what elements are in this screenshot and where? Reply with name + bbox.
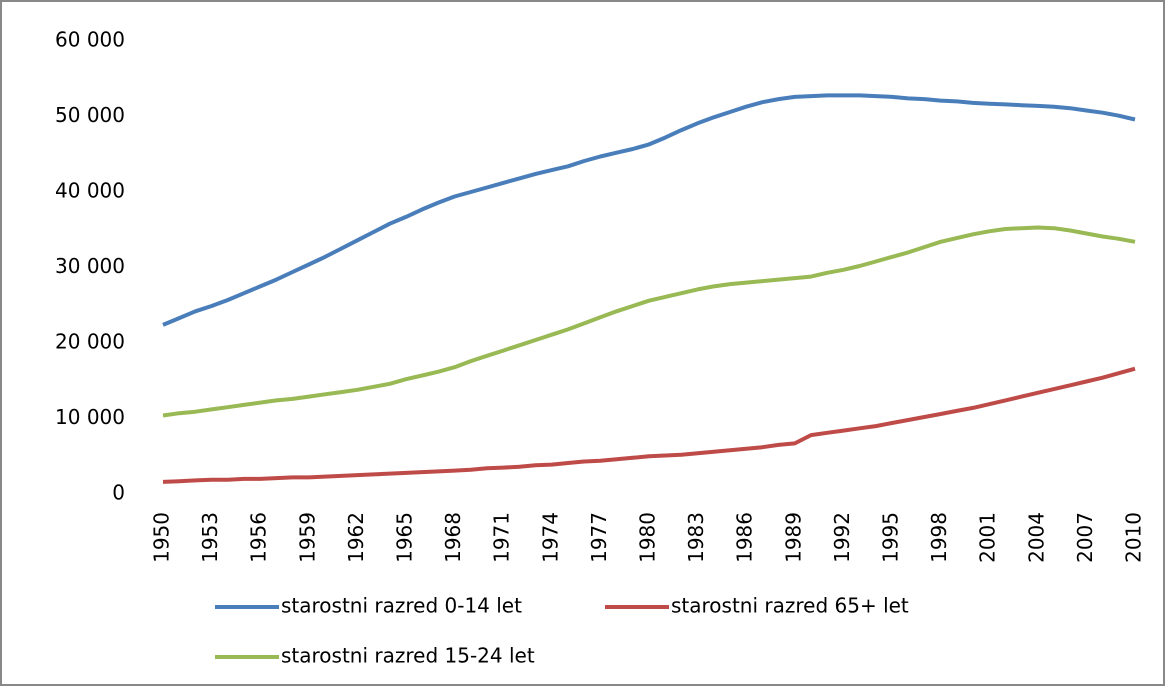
x-tick-label: 1989 [781,512,805,563]
x-tick-label: 1950 [150,512,174,563]
series-line [162,93,1136,327]
y-tick-label: 60 000 [55,28,125,52]
x-tick-label: 1965 [393,512,417,563]
series-line [162,225,1136,418]
legend-label: starostni razred 15-24 let [281,644,535,668]
x-tick-label: 2007 [1073,512,1097,563]
x-tick-label: 1995 [879,512,903,563]
x-tick-label: 1998 [927,512,951,563]
x-tick-label: 1992 [830,512,854,563]
legend-label: starostni razred 65+ let [671,594,909,618]
y-tick-label: 0 [112,481,125,505]
y-tick-label: 20 000 [55,330,125,354]
x-tick-label: 1983 [684,512,708,563]
y-tick-label: 50 000 [55,103,125,127]
x-tick-label: 1980 [636,512,660,563]
x-tick-label: 1971 [490,512,514,563]
y-tick-label: 40 000 [55,179,125,203]
x-tick-label: 1956 [247,512,271,563]
x-tick-label: 2001 [976,512,1000,563]
x-tick-label: 1953 [198,512,222,563]
y-tick-label: 30 000 [55,254,125,278]
x-tick-label: 1977 [587,512,611,563]
x-tick-label: 1959 [295,512,319,563]
y-tick-label: 10 000 [55,405,125,429]
legend-label: starostni razred 0-14 let [281,594,522,618]
x-tick-label: 1986 [733,512,757,563]
x-tick-label: 2004 [1024,512,1048,563]
series-line [162,366,1136,484]
x-tick-label: 1968 [441,512,465,563]
x-tick-label: 2010 [1122,512,1146,563]
x-tick-label: 1974 [538,512,562,563]
x-tick-label: 1962 [344,512,368,563]
